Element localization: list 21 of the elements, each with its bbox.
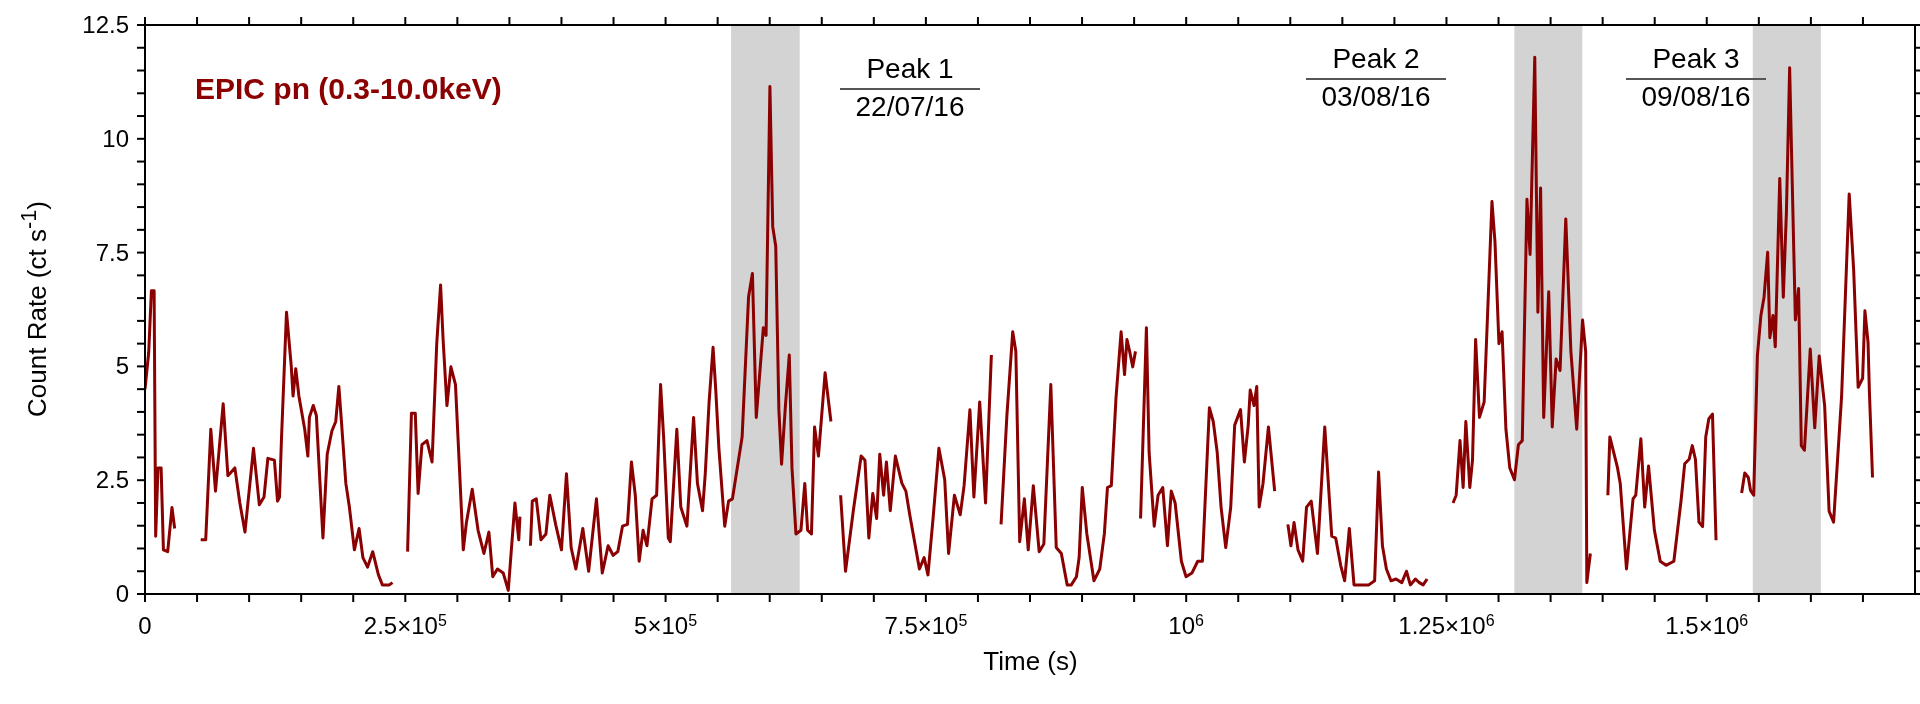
x-tick-label: 0: [138, 612, 152, 639]
annotation: Peak 3: [1626, 42, 1766, 80]
annotation: 22/07/16: [854, 90, 966, 124]
y-tick-label: 0: [115, 580, 129, 607]
x-axis-title: Time (s): [982, 646, 1079, 677]
x-tick-label: 5×10$^{5}$: [634, 611, 698, 639]
y-tick-label: 2.5: [95, 466, 129, 494]
x-tick-label: 7.5×10$^{5}$: [884, 611, 968, 639]
x-tick-label: 2.5×10$^{5}$: [363, 611, 447, 639]
y-tick-label: 10: [102, 124, 129, 152]
annotation: 03/08/16: [1320, 80, 1432, 114]
x-tick-label: 1.25×10$^{6}$: [1398, 611, 1495, 639]
annotation: Peak 2: [1306, 42, 1446, 80]
y-tick-label: 12.5: [82, 11, 129, 38]
y-tick-label: 7.5: [95, 238, 129, 266]
y-tick-label: 5: [115, 352, 129, 380]
annotation: 09/08/16: [1640, 80, 1752, 114]
x-tick-label: 1.5×10$^{6}$: [1665, 611, 1749, 639]
text: EPIC pn (0.3-10.0keV): [195, 72, 502, 106]
x-tick-label: 10$^{6}$: [1168, 611, 1205, 639]
annotation: Peak 1: [840, 52, 980, 90]
